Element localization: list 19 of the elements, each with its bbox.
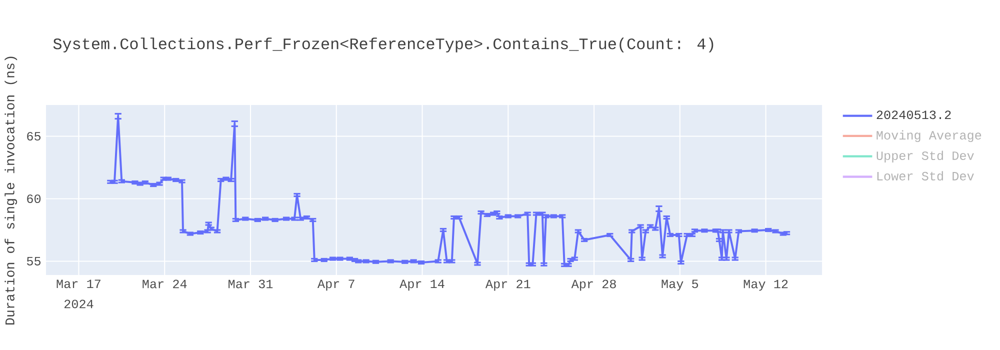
y-axis-title: Duration of single invocation (ns) [4,56,18,324]
text: 2024 [64,300,94,308]
legend-label: Upper Std Dev [876,150,974,163]
x-tick-label: Mar 31 [228,280,273,288]
y-tick-label: 55 [26,257,41,266]
x-tick-label: Apr 14 [400,280,444,291]
legend-label: Moving Average [876,130,982,142]
x-tick-label: May 5 [662,280,698,291]
x-tick-label: Mar 17 [56,280,100,288]
x-tick-label: Apr 28 [571,280,616,291]
x-tick-label: Apr 21 [485,280,530,291]
x-tick-label: Mar 24 [142,280,187,288]
x-tick-label: Apr 7 [317,280,354,291]
y-tick-label: 65 [27,132,41,141]
legend-label: 20240513.2 [876,110,951,120]
x-tick-label: May 12 [744,280,788,291]
y-tick-label: 60 [27,194,41,204]
chart-title: System.Collections.Perf_Frozen<ReferenceType>.Contains_True(Count: 4) [53,38,714,52]
legend-label: Lower Std Dev [877,171,974,180]
